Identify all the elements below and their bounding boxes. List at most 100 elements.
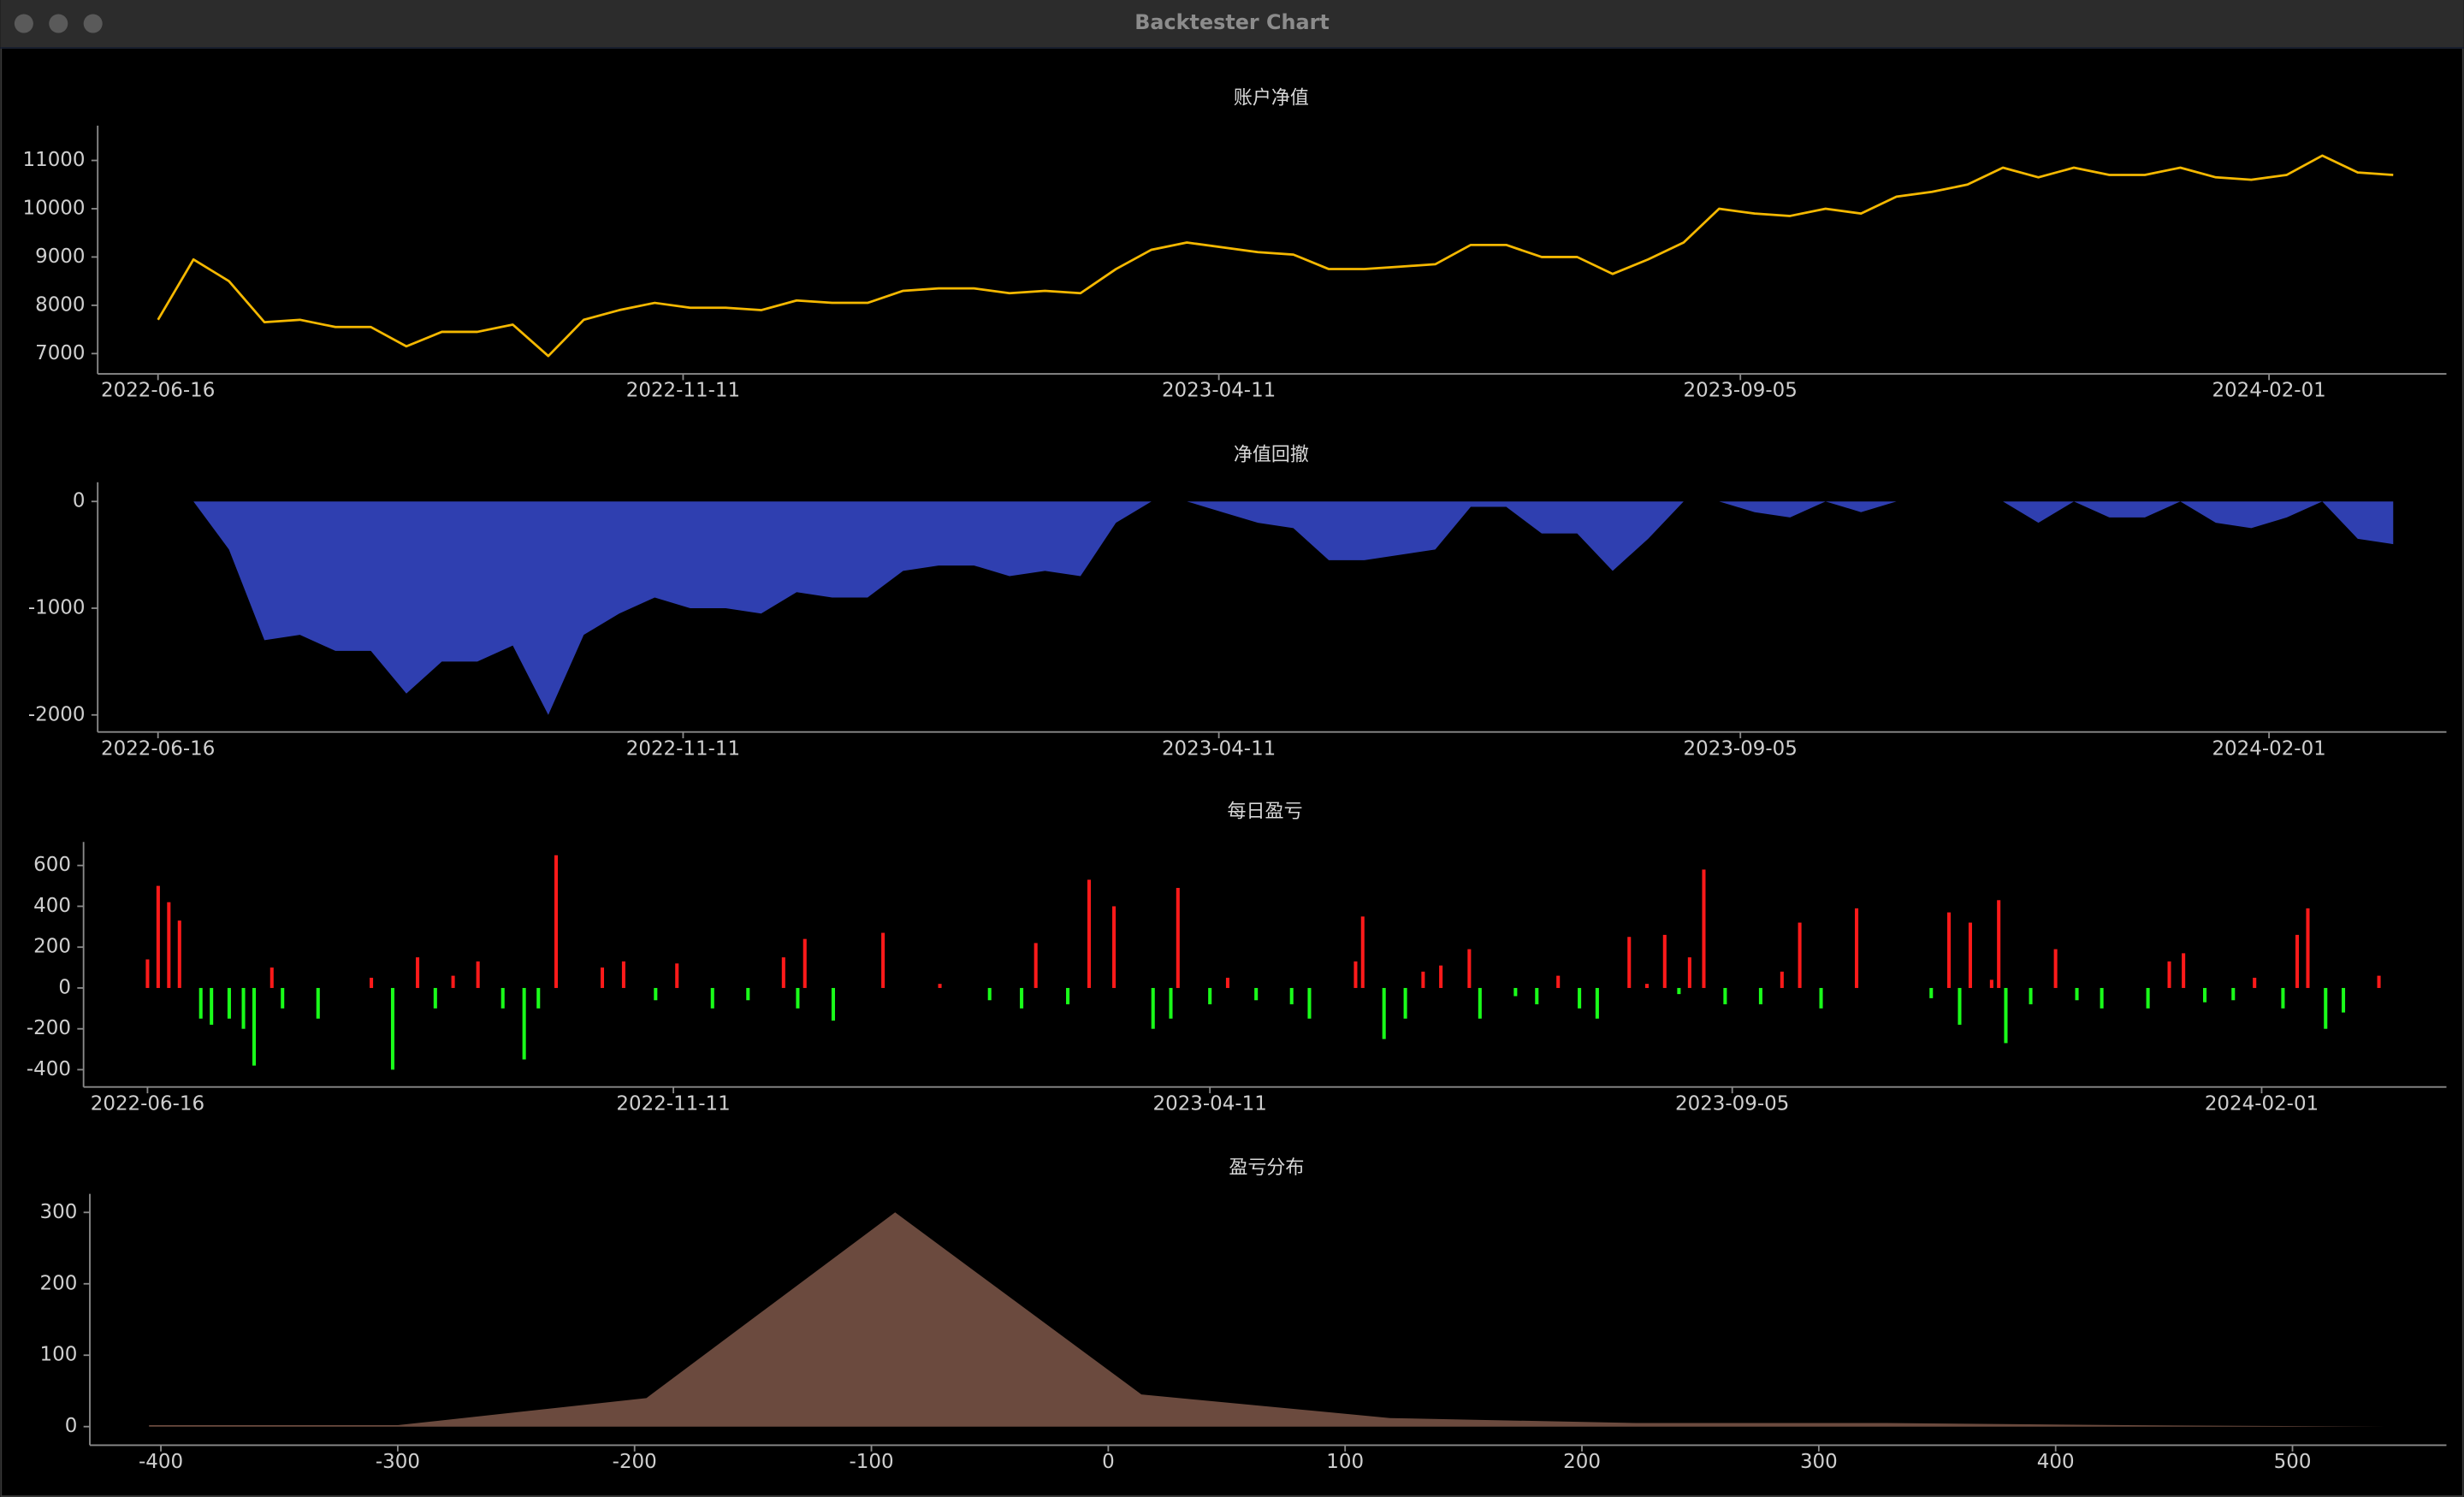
y-tick-label: -200 [27,1017,71,1039]
bar [2182,953,2186,988]
bar [451,975,455,988]
bar [281,987,285,1009]
bar [1066,987,1070,1005]
chart-title: 账户净值 [1234,88,1309,109]
y-tick-label: 9000 [35,246,85,268]
x-tick-label: 2022-11-11 [626,737,740,760]
bar [881,932,886,988]
bar [210,987,214,1025]
x-tick-label: 2022-06-16 [101,380,215,402]
x-tick-label: 0 [1102,1451,1115,1473]
x-tick-label: 2024-02-01 [2212,737,2325,760]
close-button[interactable] [14,14,33,33]
bar [1627,937,1632,988]
title-bar [0,0,2464,48]
bar [1403,987,1407,1019]
bar [1020,987,1024,1009]
bar [2029,987,2033,1005]
bar [2377,975,2381,988]
bar [1382,987,1386,1039]
bar [227,987,231,1019]
x-tick-label: 2022-11-11 [616,1092,730,1115]
x-tick-label: 2023-04-11 [1153,1092,1267,1115]
bar [241,987,246,1029]
bar [390,987,394,1070]
bar [316,987,320,1019]
bar [1225,978,1229,988]
bar [1176,887,1180,988]
zoom-button[interactable] [83,14,103,33]
x-tick-label: -400 [139,1451,183,1473]
bar [156,885,160,988]
y-tick-label: 400 [33,895,71,917]
minimize-button[interactable] [49,14,68,33]
bar [1758,987,1762,1005]
bar [1151,987,1155,1029]
bar [1556,975,1561,988]
bar [654,987,658,1001]
area [157,501,2394,715]
bar [675,963,679,988]
chart-title: 盈亏分布 [1229,1157,1304,1179]
x-tick-label: 2022-06-16 [91,1092,204,1115]
bar [500,987,505,1009]
y-tick-label: 7000 [35,342,85,364]
bar [1997,900,2001,988]
bar [2146,987,2150,1009]
window-title: Backtester Chart [1134,10,1330,34]
bar [2203,987,2207,1003]
y-tick-label: 100 [40,1344,78,1366]
bar [416,957,420,988]
y-tick-label: 11000 [23,149,86,171]
x-tick-label: 2024-02-01 [2212,380,2325,402]
bar [1478,987,1482,1019]
bar [621,961,625,988]
bar [433,987,437,1009]
bar [1360,916,1365,988]
bar [2231,987,2236,1001]
bar [536,987,541,1009]
x-tick-label: 2024-02-01 [2205,1092,2319,1115]
bar [710,987,714,1009]
bar [167,902,171,988]
bar [522,987,526,1060]
bar [252,987,257,1066]
x-tick-label: 2023-09-05 [1675,1092,1789,1115]
bar [2324,987,2328,1029]
bar [1723,987,1727,1005]
x-tick-label: 100 [1326,1451,1364,1473]
y-tick-label: 10000 [23,197,86,219]
bar [198,987,203,1019]
equity-line [157,154,2394,358]
y-tick-label: -1000 [28,596,86,618]
y-tick-label: 200 [40,1272,78,1294]
bar [1662,934,1667,988]
chart-title: 每日盈亏 [1228,801,1303,822]
bar [1819,987,1823,1009]
bar [2075,987,2079,1001]
y-tick-label: 0 [65,1415,78,1437]
bar [1087,879,1092,988]
bar [1513,987,1518,997]
y-tick-label: 8000 [35,293,85,316]
bar [2167,961,2171,988]
bar [1307,987,1312,1019]
bar [600,967,605,988]
bar [746,987,750,1001]
bar [177,920,181,988]
chart-title: 净值回撤 [1234,445,1309,466]
bar [270,967,274,988]
bar [1535,987,1539,1005]
bar [1421,971,1425,988]
y-tick-label: 0 [58,976,71,998]
bar [1780,971,1784,988]
y-tick-label: -2000 [28,703,86,725]
bar [1353,961,1358,988]
bar [1644,984,1650,988]
x-tick-label: 2023-09-05 [1684,737,1798,760]
bar [2295,934,2300,988]
x-tick-label: 2022-06-16 [101,737,215,760]
bar [2100,987,2104,1009]
bar [987,987,992,1001]
